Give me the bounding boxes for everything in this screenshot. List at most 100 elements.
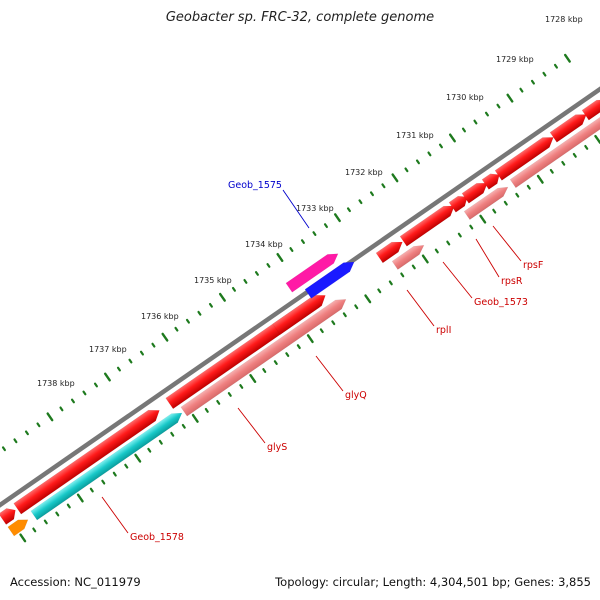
- tick-minor: [93, 382, 98, 388]
- gene-Geob_1573: [399, 205, 455, 247]
- tick-minor: [526, 184, 531, 190]
- tick-minor: [469, 224, 474, 230]
- gene-red-edge-shape: [0, 508, 16, 525]
- tick-minor: [427, 151, 432, 157]
- inner-tick-row: [19, 134, 600, 543]
- tick-minor: [484, 111, 489, 117]
- tick-minor: [496, 103, 501, 109]
- leader-line: [475, 238, 500, 278]
- gene-pink-1573: [463, 186, 509, 220]
- tick-minor: [124, 463, 129, 469]
- tick-major: [421, 254, 429, 264]
- leader-line: [406, 289, 435, 327]
- tick-minor: [13, 438, 18, 444]
- tick-minor: [243, 278, 248, 284]
- tick-major: [134, 453, 142, 463]
- gene-red-a: [494, 137, 554, 181]
- tick-minor: [32, 527, 37, 533]
- tick-minor: [553, 63, 558, 69]
- tick-major: [76, 493, 84, 503]
- scale-label: 1730 kbp: [446, 93, 484, 102]
- tick-minor: [262, 368, 267, 373]
- gene-label-rplI: rplI: [406, 289, 451, 336]
- tick-major: [46, 412, 54, 422]
- tick-minor: [331, 320, 336, 326]
- tick-minor: [254, 271, 259, 276]
- tick-minor: [266, 263, 271, 268]
- gene-Geob_1578-shape: [13, 409, 160, 515]
- gene-rpsR: [448, 195, 468, 213]
- tick-minor: [139, 350, 144, 356]
- gene-pink-glyS-shape: [180, 299, 347, 417]
- gene-rpsF-shape: [461, 182, 488, 204]
- tick-major: [506, 93, 514, 103]
- gene-rpsF: [461, 182, 488, 204]
- tick-minor: [503, 200, 508, 206]
- gene-label-text: Geob_1575: [228, 180, 282, 191]
- tick-major: [218, 292, 226, 302]
- outer-tick-row: [1, 53, 571, 452]
- tick-minor: [174, 326, 179, 332]
- tick-minor: [239, 384, 244, 389]
- leader-line: [442, 261, 473, 299]
- tick-minor: [116, 366, 121, 372]
- tick-minor: [434, 248, 439, 254]
- leader-line: [492, 225, 522, 262]
- leader-line: [282, 189, 310, 229]
- tick-minor: [43, 519, 48, 525]
- tick-minor: [312, 231, 317, 236]
- tick-minor: [181, 423, 186, 429]
- tick-major: [448, 133, 456, 143]
- tick-minor: [323, 223, 328, 229]
- tick-minor: [542, 71, 547, 77]
- gene-pink-right: [509, 111, 600, 189]
- gene-red-edge: [0, 508, 16, 525]
- tick-minor: [36, 422, 41, 428]
- tick-minor: [1, 446, 6, 452]
- tick-minor: [342, 312, 347, 318]
- tick-major: [536, 174, 544, 184]
- tick-minor: [358, 199, 363, 205]
- scale-label: 1736 kbp: [141, 312, 179, 321]
- tick-minor: [128, 358, 133, 364]
- gene-label-Geob_1575: Geob_1575: [228, 180, 310, 229]
- tick-minor: [561, 160, 566, 166]
- genome-summary-text: Topology: circular; Length: 4,304,501 bp…: [275, 575, 591, 589]
- gene-label-Geob_1573: Geob_1573: [442, 261, 528, 308]
- tick-minor: [204, 407, 209, 413]
- backbone: [0, 86, 600, 508]
- tick-minor: [346, 207, 351, 213]
- tick-minor: [461, 127, 466, 133]
- tick-minor: [584, 144, 589, 150]
- gene-label-text: glyS: [267, 442, 287, 453]
- tick-minor: [101, 479, 106, 485]
- gene-blue-shape: [304, 261, 355, 299]
- scale-label: 1733 kbp: [296, 204, 334, 213]
- gene-rplI: [375, 241, 403, 264]
- gene-label-glyS: glyS: [237, 407, 287, 453]
- tick-minor: [289, 247, 294, 252]
- tick-major: [103, 372, 111, 382]
- tick-minor: [158, 439, 163, 445]
- scale-label: 1729 kbp: [496, 55, 534, 64]
- gene-pink-rplI: [391, 244, 425, 270]
- gene-glyQ-shape: [272, 294, 326, 335]
- gene-pink-glyS: [180, 299, 347, 417]
- gene-orange-edge: [7, 519, 29, 537]
- gene-label-text: glyQ: [345, 390, 367, 401]
- tick-minor: [446, 240, 451, 246]
- gene-rpsR-shape: [448, 195, 468, 213]
- tick-minor: [415, 159, 420, 165]
- tick-minor: [354, 304, 359, 310]
- tick-minor: [24, 430, 29, 436]
- tick-minor: [492, 208, 497, 214]
- tick-minor: [438, 143, 443, 149]
- tick-minor: [530, 79, 535, 85]
- gene-red-b: [549, 114, 587, 143]
- tick-major: [19, 533, 27, 543]
- tick-minor: [70, 398, 75, 404]
- gene-cyan-track-shape: [30, 412, 183, 521]
- tick-minor: [66, 503, 71, 509]
- gene-label-text: Geob_1578: [130, 532, 184, 543]
